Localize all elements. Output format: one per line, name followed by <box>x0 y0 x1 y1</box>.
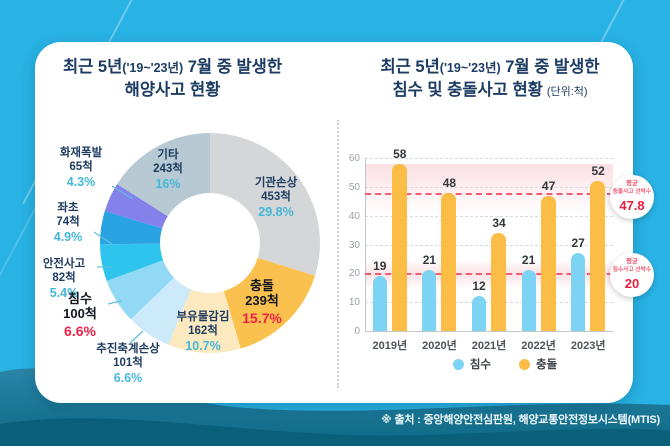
donut-segment <box>117 133 210 217</box>
title-text: 최근 5년 <box>380 58 440 76</box>
legend-label: 침수 <box>469 359 491 371</box>
average-flooding-badge: 평균 침수사고 선박수 20 <box>610 253 654 297</box>
donut-label-anjeonsago: 안전사고 82척 5.4% <box>42 258 86 301</box>
right-chart-title: 최근 5년('19~'23년) 7월 중 발생한 침수 및 충돌사고 현황 (단위… <box>352 56 628 102</box>
donut-leader-line <box>111 185 134 200</box>
left-chart-title: 최근 5년('19~'23년) 7월 중 발생한 해양사고 현황 <box>50 56 295 102</box>
donut-label-gwansonsang: 기관손상 453척 29.8% <box>254 177 298 220</box>
title-text: 해양사고 현황 <box>124 81 221 100</box>
title-text: 7월 중 발생한 <box>183 58 283 76</box>
bar-chart-legend: 침수 충돌 <box>415 356 595 372</box>
title-text: 침수 및 충돌사고 현황 <box>392 81 543 100</box>
donut-label-buyumul: 부유물감김 162척 10.7% <box>176 311 230 354</box>
legend-item-chungdol: 충돌 <box>519 356 557 372</box>
donut-label-hwajae: 화재폭발 65척 4.3% <box>59 147 103 190</box>
donut-segment <box>100 243 164 281</box>
donut-leader-line <box>93 231 113 245</box>
donut-leader-line <box>107 300 122 305</box>
donut-label-chungdol: 충돌 239척 15.7% <box>242 278 282 326</box>
donut-label-gita: 기타 243척 16% <box>153 149 183 192</box>
legend-swatch-chungdol <box>519 358 530 370</box>
legend-label: 충돌 <box>536 359 558 371</box>
donut-segment <box>99 211 163 245</box>
donut-chart <box>93 133 320 354</box>
legend-swatch-chimsu <box>452 358 464 370</box>
donut-label-jwacho: 좌초 74척 4.9% <box>53 202 83 245</box>
average-collision-badge: 평균 충돌사고 선박수 47.8 <box>610 175 654 219</box>
title-text: 최근 5년 <box>62 58 123 76</box>
donut-label-chujin: 추진축계손상 101척 6.6% <box>96 343 160 386</box>
unit-label: (단위:척) <box>546 86 588 99</box>
donut-segment <box>223 257 315 349</box>
donut-segment <box>130 277 191 345</box>
source-note: ※ 출처 : 중앙해양안전심판원, 해양교통안전정보시스템(MTIS) <box>381 414 660 426</box>
title-paren: ('19~'23년) <box>122 61 184 75</box>
donut-segment <box>168 289 241 354</box>
donut-segment <box>210 133 320 276</box>
donut-leader-line <box>129 330 144 344</box>
title-text: 7월 중 발생한 <box>500 58 600 76</box>
legend-item-chimsu: 침수 <box>452 356 491 372</box>
title-paren: ('19~'23년) <box>439 61 501 75</box>
donut-segment <box>106 260 174 320</box>
donut-label-chimsu: 침수 100척 6.6% <box>63 291 97 339</box>
panel-divider <box>337 120 339 388</box>
donut-segment <box>104 184 168 229</box>
